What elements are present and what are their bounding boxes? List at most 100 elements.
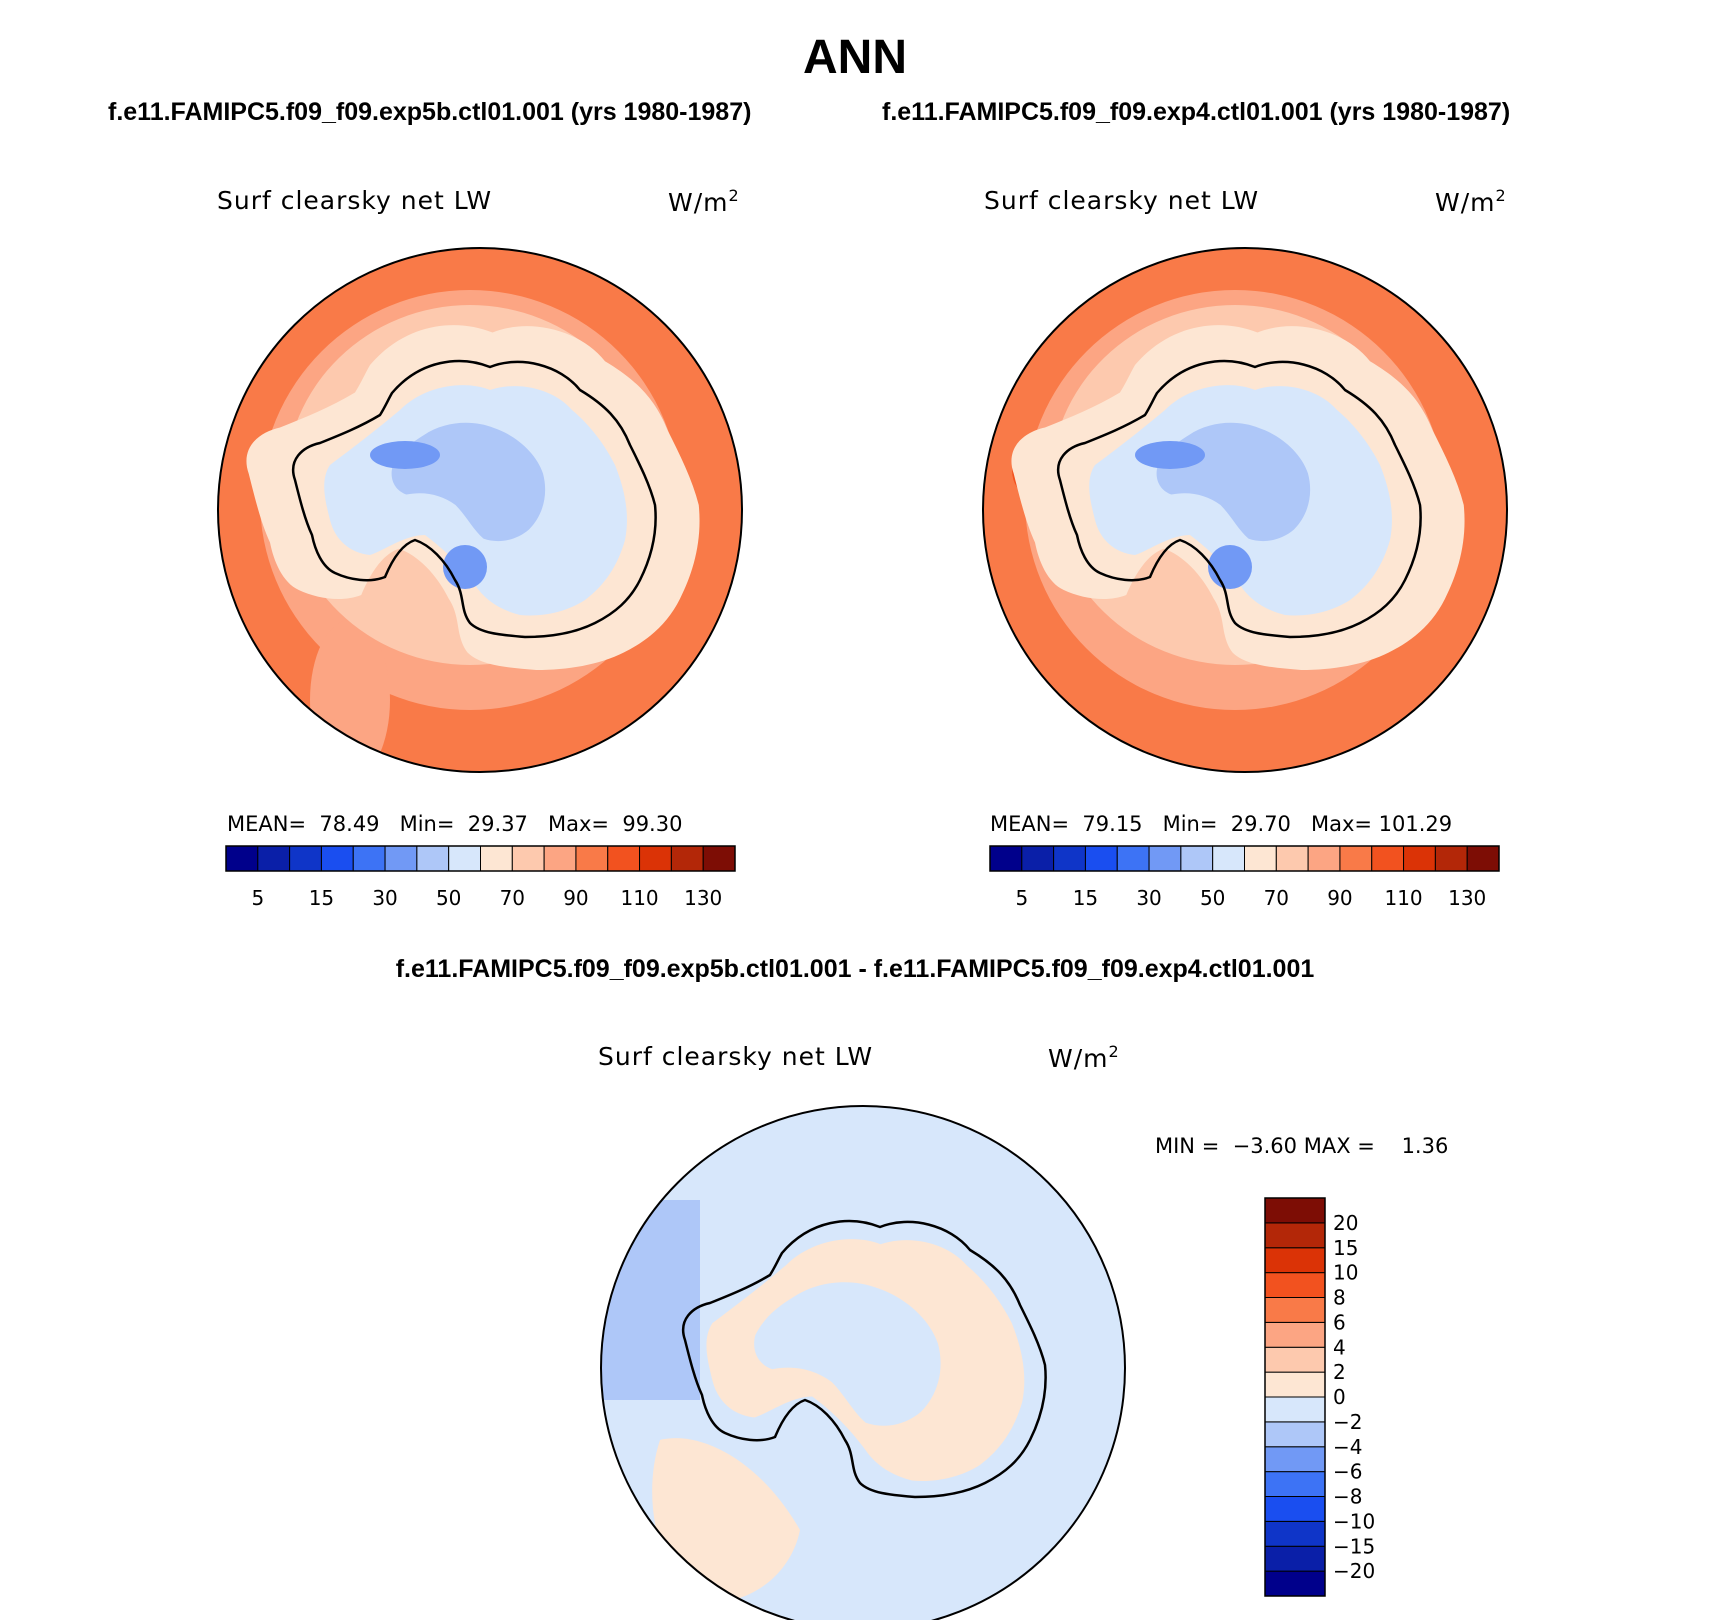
difference-colorbar-tick-label: −2 <box>1333 1410 1362 1434</box>
panel-1-mean-value: 78.49 <box>319 812 380 836</box>
panel-2-mean-value: 79.15 <box>1082 812 1143 836</box>
panel-1-colorbar-swatch <box>384 845 418 872</box>
panel-1-colorbar-tick-label: 130 <box>684 886 722 910</box>
panel-2-mean-label: MEAN= <box>990 812 1070 836</box>
main-title: ANN <box>803 31 907 84</box>
difference-colorbar-swatch <box>1264 1272 1326 1298</box>
panel-2-colorbar-swatch <box>1434 845 1468 872</box>
panel-2-colorbar-swatch <box>1307 845 1341 872</box>
difference-colorbar-tick-label: 4 <box>1333 1335 1346 1359</box>
panel-1-colorbar-swatch <box>289 845 322 872</box>
panel-1-ice-low <box>370 441 440 469</box>
panel-2-colorbar-swatch <box>1116 845 1150 872</box>
panel-2-colorbar-swatch <box>1053 845 1086 872</box>
panel-1-min-value: 29.37 <box>467 812 528 836</box>
panel-1-colorbar-tick-label: 5 <box>251 886 264 910</box>
panel-1-colorbar-swatch <box>670 845 704 872</box>
panel-1-map <box>217 247 743 773</box>
panel-2-ross-low <box>1208 545 1252 589</box>
panel-1-stats: MEAN= 78.49 Min= 29.37 Max= 99.30 <box>227 812 682 836</box>
difference-colorbar-tick-label: 0 <box>1333 1385 1346 1409</box>
panel-2-colorbar: 5 15 30 50 70 90 110 130 <box>989 845 1500 910</box>
panel-2-colorbar-tick-label: 15 <box>1073 886 1098 910</box>
panel-2-colorbar-swatch <box>1339 845 1373 872</box>
difference-colorbar-swatch <box>1264 1570 1326 1597</box>
panel-1-min-label: Min= <box>399 812 455 836</box>
difference-variable-label: Surf clearsky net LW <box>598 1042 874 1071</box>
panel-2-colorbar-tick-label: 30 <box>1136 886 1161 910</box>
panel-2-run-title: f.e11.FAMIPC5.f09_f09.exp4.ctl01.001 (yr… <box>882 98 1511 126</box>
panel-2-units: W/m2 <box>1435 186 1507 217</box>
panel-2-colorbar-swatch <box>1180 845 1214 872</box>
difference-colorbar-swatch <box>1264 1421 1326 1448</box>
panel-1-colorbar-swatch <box>575 845 609 872</box>
panel-1-colorbar-swatch <box>352 845 386 872</box>
panel-2-map-border <box>982 247 1508 773</box>
panel-1-colorbar-tick-label: 90 <box>563 886 588 910</box>
panel-1-mean-label: MEAN= <box>227 812 307 836</box>
difference-units-exponent: 2 <box>1108 1042 1120 1061</box>
panel-1-colorbar-swatch <box>320 845 354 872</box>
panel-2-colorbar-tick-label: 110 <box>1384 886 1422 910</box>
panel-1-colorbar-swatch <box>702 845 736 872</box>
difference-colorbar-swatch <box>1264 1496 1326 1522</box>
panel-1-colorbar-tick-label: 110 <box>620 886 658 910</box>
panel-2-colorbar-tick-label: 70 <box>1264 886 1289 910</box>
difference-map-border <box>600 1105 1126 1620</box>
difference-colorbar-swatch <box>1264 1346 1326 1373</box>
panel-1-colorbar-swatch <box>607 845 641 872</box>
difference-colorbar-tick-label: 8 <box>1333 1286 1346 1310</box>
panel-2-colorbar-tick-label: 50 <box>1200 886 1225 910</box>
panel-2-units-exponent: 2 <box>1495 186 1507 205</box>
difference-colorbar-swatch <box>1264 1471 1326 1497</box>
difference-stats: MIN = −3.60 MAX = 1.36 <box>1155 1134 1448 1158</box>
panel-1-colorbar-swatch <box>543 845 577 872</box>
panel-1-colorbar-swatch <box>448 845 481 872</box>
panel-2-max-value: 101.29 <box>1378 812 1453 836</box>
panel-2-colorbar-swatch <box>1021 845 1055 872</box>
panel-1-colorbar-swatch <box>639 845 672 872</box>
panel-2-colorbar-swatch <box>1212 845 1245 872</box>
panel-2-ice-low <box>1135 441 1205 469</box>
difference-colorbar-swatch <box>1264 1321 1326 1348</box>
panel-2-colorbar-swatch <box>1466 845 1500 872</box>
difference-colorbar-tick-label: −20 <box>1333 1559 1375 1583</box>
difference-colorbar-tick-label: −4 <box>1333 1435 1362 1459</box>
panel-2-colorbar-swatch <box>1148 845 1182 872</box>
difference-colorbar-swatch <box>1264 1520 1326 1547</box>
panel-1-max-label: Max= <box>547 812 609 836</box>
panel-2-colorbar-swatch <box>1403 845 1436 872</box>
difference-colorbar-tick-label: 15 <box>1333 1236 1358 1260</box>
difference-colorbar-tick-label: 2 <box>1333 1360 1346 1384</box>
difference-colorbar-tick-label: 6 <box>1333 1310 1346 1334</box>
difference-colorbar-swatch <box>1264 1446 1326 1473</box>
difference-colorbar-tick-label: 20 <box>1333 1211 1358 1235</box>
difference-colorbar-tick-label: −10 <box>1333 1509 1375 1533</box>
panel-2-colorbar-tick-label: 90 <box>1327 886 1352 910</box>
difference-map <box>600 1105 1126 1620</box>
difference-colorbar-swatch <box>1264 1197 1326 1224</box>
difference-colorbar-swatch <box>1264 1371 1326 1398</box>
panel-2-colorbar-swatch <box>989 845 1023 872</box>
difference-units-base: W/m <box>1048 1044 1109 1073</box>
difference-colorbar-tick-label: 10 <box>1333 1261 1358 1285</box>
panel-2-colorbar-tick-label: 5 <box>1015 886 1028 910</box>
difference-colorbar-swatch <box>1264 1247 1326 1274</box>
panel-1-colorbar: 5 15 30 50 70 90 110 130 <box>225 845 736 910</box>
difference-colorbar-swatch <box>1264 1297 1326 1323</box>
panel-2-colorbar-tick-label: 130 <box>1448 886 1486 910</box>
panel-2-colorbar-swatch <box>1275 845 1309 872</box>
difference-colorbar-tick-label: −15 <box>1333 1534 1375 1558</box>
panel-1-colorbar-frame <box>225 845 736 872</box>
panel-1-colorbar-tick-label: 50 <box>436 886 461 910</box>
difference-min-value: −3.60 <box>1232 1134 1298 1158</box>
panel-2-stats: MEAN= 79.15 Min= 29.70 Max= 101.29 <box>990 812 1452 836</box>
difference-max-value: 1.36 <box>1401 1134 1449 1158</box>
panel-2-min-value: 29.70 <box>1230 812 1291 836</box>
panel-1-max-value: 99.30 <box>622 812 683 836</box>
panel-2-units-base: W/m <box>1435 188 1496 217</box>
panel-1-colorbar-swatch <box>416 845 450 872</box>
panel-1-colorbar-swatch <box>225 845 259 872</box>
